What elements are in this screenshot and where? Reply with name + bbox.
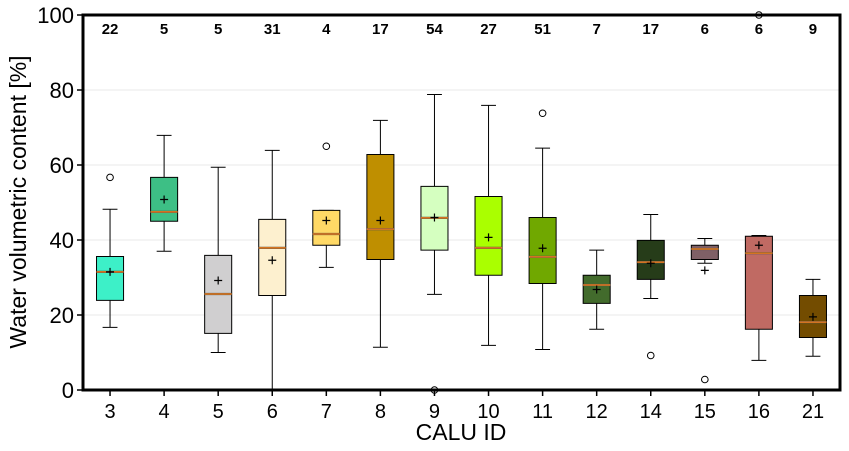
mean-marker [430,213,439,222]
mean-marker [592,285,601,294]
y-axis-label: Water volumetric content [%] [5,55,31,348]
box-7 [312,209,341,246]
outlier-point [646,351,655,360]
count-label: 17 [372,21,389,38]
box-15 [690,244,719,260]
count-label: 4 [322,21,331,38]
outlier-point [322,142,331,151]
count-label: 9 [809,21,817,38]
x-axis-ticks: 3 4 5 6 7 8 9 10 11 12 14 15 16 21 [104,390,824,423]
mean-marker [538,244,547,253]
x-tick-label: 4 [159,401,170,423]
count-label: 5 [160,21,168,38]
x-axis-label: CALU ID [416,419,507,445]
y-tick-label: 20 [50,303,74,328]
box-12 [582,274,611,304]
mean-marker [808,312,817,321]
x-tick-label: 14 [640,401,662,423]
boxes [96,11,827,394]
outlier-point [106,173,114,182]
count-label: 7 [593,21,601,38]
mean-marker [700,266,709,275]
box-16 [744,235,773,330]
outlier-point [538,109,547,118]
count-label: 17 [642,21,659,38]
y-tick-label: 0 [62,378,74,403]
y-tick-label: 40 [50,228,74,253]
count-label: 5 [214,21,222,38]
x-tick-label: 21 [802,401,824,423]
x-tick-label: 6 [267,401,278,423]
gridlines [83,89,840,316]
x-tick-label: 12 [586,401,608,423]
box-8 [366,154,395,260]
x-tick-label: 7 [321,401,332,423]
mean-marker [106,267,115,276]
outlier-point [701,375,709,384]
x-tick-label: 8 [375,401,386,423]
x-tick-label: 9 [429,401,440,423]
mean-marker [268,256,277,265]
count-label: 27 [480,21,497,38]
x-tick-label: 5 [213,401,224,423]
count-label: 54 [426,21,443,38]
x-tick-label: 3 [104,401,115,423]
y-axis-ticks: 0 20 40 60 80 100 [37,3,83,403]
count-label: 51 [534,21,551,38]
count-label: 22 [102,21,119,38]
x-tick-label: 15 [694,401,716,423]
mean-marker [754,241,763,250]
box-3 [96,256,125,301]
count-label: 6 [701,21,709,38]
count-label: 31 [264,21,281,38]
x-tick-label: 16 [748,401,770,423]
count-label: 6 [755,21,763,38]
mean-marker [484,233,493,242]
mean-marker [214,276,223,285]
y-tick-label: 100 [37,3,74,28]
x-tick-label: 11 [532,401,553,423]
y-tick-label: 80 [50,78,74,103]
mean-marker [646,259,655,268]
mean-marker [160,195,169,204]
y-tick-label: 60 [50,153,74,178]
mean-marker [376,216,385,225]
plot-frame [81,13,842,392]
count-labels: 22 5 5 31 4 17 54 27 51 7 17 6 6 9 [102,21,817,38]
x-tick-label: 10 [477,401,499,423]
mean-marker [322,216,331,225]
